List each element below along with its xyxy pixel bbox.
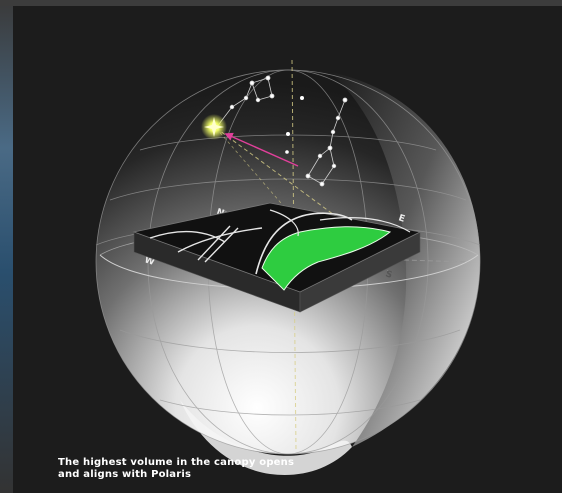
little-dipper-constellation: [215, 75, 275, 129]
polaris-star-icon: [201, 114, 227, 140]
left-edge-strip: [0, 0, 13, 493]
figure-caption: The highest volume in the canopy opens a…: [58, 457, 378, 481]
top-edge-strip: [0, 0, 562, 6]
vertical-axis-dashed: [291, 59, 297, 451]
sphere-lower-lobe: [180, 400, 352, 475]
big-dipper-constellation: [305, 97, 348, 187]
caption-line-2: and aligns with Polaris: [58, 469, 192, 480]
alignment-arrow-icon: [224, 132, 299, 167]
sphere-shell-right: [330, 72, 481, 447]
compass-south-label: S: [384, 269, 393, 281]
scattered-stars: [285, 96, 304, 154]
compass-east-label: E: [397, 213, 406, 224]
site-model-slab: [132, 202, 422, 313]
green-canopy-area: [261, 226, 392, 291]
caption-line-1: The highest volume in the canopy opens: [58, 457, 295, 468]
